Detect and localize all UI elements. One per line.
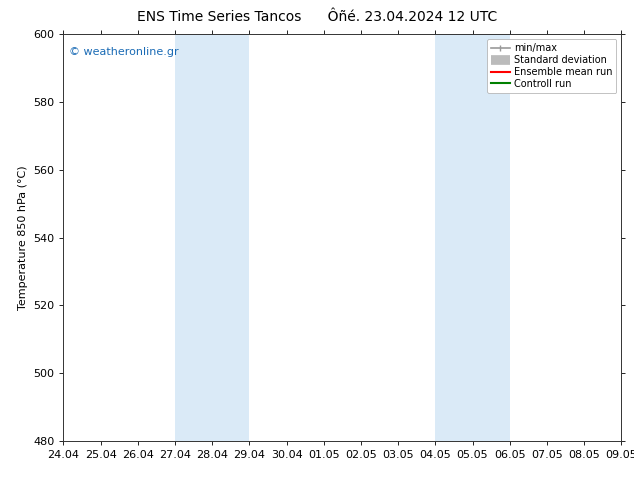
Y-axis label: Temperature 850 hPa (°C): Temperature 850 hPa (°C): [18, 165, 27, 310]
Text: ENS Time Series Tancos      Ôñé. 23.04.2024 12 UTC: ENS Time Series Tancos Ôñé. 23.04.2024 1…: [137, 10, 497, 24]
Legend: min/max, Standard deviation, Ensemble mean run, Controll run: min/max, Standard deviation, Ensemble me…: [487, 39, 616, 93]
Bar: [436, 34, 510, 441]
Bar: [175, 34, 249, 441]
Text: © weatheronline.gr: © weatheronline.gr: [69, 47, 179, 56]
